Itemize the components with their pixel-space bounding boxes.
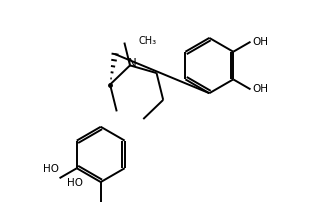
Text: HO: HO bbox=[67, 178, 83, 188]
Text: OH: OH bbox=[252, 84, 268, 94]
Text: CH₃: CH₃ bbox=[138, 36, 156, 46]
Text: N: N bbox=[127, 57, 136, 70]
Text: HO: HO bbox=[43, 164, 59, 174]
Text: OH: OH bbox=[252, 37, 268, 47]
